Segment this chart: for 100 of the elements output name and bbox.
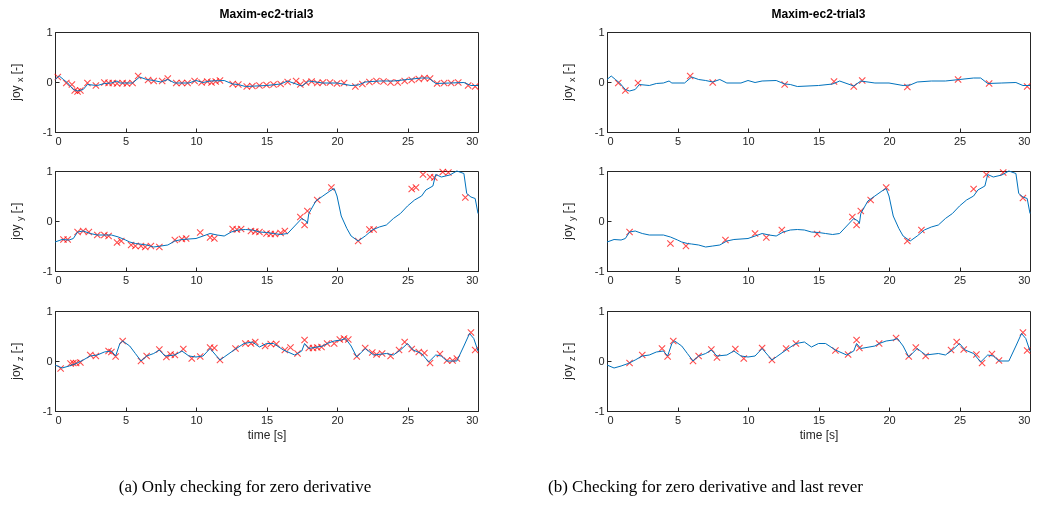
y-tick-label: -1	[594, 264, 605, 277]
x-tick-label: 25	[401, 273, 415, 286]
point	[852, 336, 861, 344]
point	[303, 207, 312, 215]
y-tick-label: 1	[598, 25, 605, 38]
y-tick-label: 0	[46, 354, 53, 367]
point	[778, 226, 786, 234]
x-tick-label: 10	[742, 413, 755, 426]
point	[857, 207, 865, 215]
point	[658, 344, 666, 353]
x-tick-label: 10	[742, 273, 755, 286]
point	[461, 193, 470, 202]
x-tick-label: 20	[331, 413, 344, 426]
y-tick-label: 1	[598, 304, 605, 317]
x-tick-label: 15	[812, 413, 826, 426]
x-tick-label: 30	[1018, 273, 1031, 286]
point	[709, 78, 717, 87]
point	[982, 170, 990, 179]
x-tick-label: 15	[260, 273, 274, 286]
y-tick-label: 1	[46, 25, 53, 38]
point	[782, 344, 790, 353]
chart-title: Maxim-ec2-trial3	[771, 7, 866, 21]
x-tick-label: 10	[190, 134, 203, 147]
point	[412, 183, 420, 192]
point	[954, 75, 962, 84]
point	[917, 226, 926, 234]
line-series	[606, 333, 1031, 369]
x-tick-label: 0	[607, 273, 614, 286]
text: (b) Checking for zero derivative and last rever	[548, 477, 863, 497]
point	[882, 183, 890, 192]
point	[300, 221, 309, 229]
y-tick-label: -1	[594, 125, 605, 138]
x-tick-label: 0	[55, 134, 62, 147]
x-tick-label: 0	[607, 413, 614, 426]
x-tick-label: 25	[953, 413, 967, 426]
x-tick-label: 20	[331, 134, 344, 147]
point	[780, 80, 789, 89]
x-tick-label: 15	[812, 273, 826, 286]
y-tick-label: 0	[598, 75, 605, 88]
x-tick-label: 5	[674, 413, 682, 426]
x-tick-label: 30	[1018, 134, 1031, 147]
x-tick-label: 25	[401, 413, 415, 426]
x-tick-label: 5	[122, 134, 130, 147]
point	[669, 337, 677, 345]
point	[858, 76, 866, 85]
x-tick-label: 5	[122, 273, 130, 286]
x-tick-label: 0	[55, 273, 62, 286]
y-tick-label: 0	[598, 214, 605, 227]
x-tick-label: 30	[466, 134, 479, 147]
x-tick-label: 10	[742, 134, 755, 147]
point	[182, 234, 190, 243]
point	[985, 79, 993, 88]
x-tick-label: 5	[122, 413, 130, 426]
y-tick-label: 0	[46, 75, 53, 88]
text: (a) Only checking for zero derivative	[117, 477, 373, 497]
point	[1023, 346, 1031, 355]
x-tick-label: 30	[466, 273, 479, 286]
point	[952, 338, 961, 346]
point	[430, 173, 438, 182]
point	[638, 351, 646, 359]
chart-title: Maxim-ec2-trial3	[219, 7, 314, 21]
point	[848, 213, 857, 221]
point	[960, 345, 968, 354]
line-series	[606, 75, 1031, 92]
point	[721, 236, 730, 244]
x-tick-label: 25	[401, 134, 415, 147]
y-tick-label: -1	[42, 125, 53, 138]
x-tick-label: 30	[1018, 413, 1031, 426]
point	[621, 86, 630, 95]
x-tick-label: 0	[607, 134, 614, 147]
point	[408, 185, 416, 193]
x-tick-label: 15	[260, 134, 274, 147]
y-tick-label: -1	[42, 404, 53, 417]
y-tick-label: 1	[46, 164, 53, 177]
x-tick-label: 10	[190, 273, 203, 286]
y-tick-label: -1	[594, 404, 605, 417]
point	[369, 225, 378, 234]
point	[762, 233, 771, 242]
x-tick-label: 10	[190, 413, 203, 426]
point	[686, 72, 694, 80]
point	[731, 345, 740, 353]
point	[117, 237, 125, 245]
x-tick-label: 25	[953, 134, 967, 147]
x-tick-label: 20	[883, 413, 896, 426]
x-tick-label: 20	[883, 134, 896, 147]
line-series	[54, 170, 479, 248]
point	[999, 168, 1007, 177]
point	[713, 353, 721, 362]
y-tick-label: 0	[598, 354, 605, 367]
point	[296, 213, 305, 221]
point	[63, 235, 72, 244]
x-tick-label: 20	[331, 273, 344, 286]
point	[113, 238, 121, 247]
point	[903, 237, 912, 245]
point	[852, 221, 861, 229]
x-axis-title: time [s]	[799, 427, 839, 442]
y-tick-label: 1	[598, 164, 605, 177]
x-tick-label: 25	[953, 273, 967, 286]
point	[196, 228, 204, 237]
x-tick-label: 30	[466, 413, 479, 426]
